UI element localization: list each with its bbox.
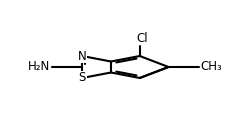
- Text: CH₃: CH₃: [199, 60, 221, 74]
- Text: N: N: [77, 49, 86, 62]
- Text: H₂N: H₂N: [28, 60, 50, 74]
- Text: Cl: Cl: [136, 32, 147, 45]
- Text: S: S: [78, 72, 85, 85]
